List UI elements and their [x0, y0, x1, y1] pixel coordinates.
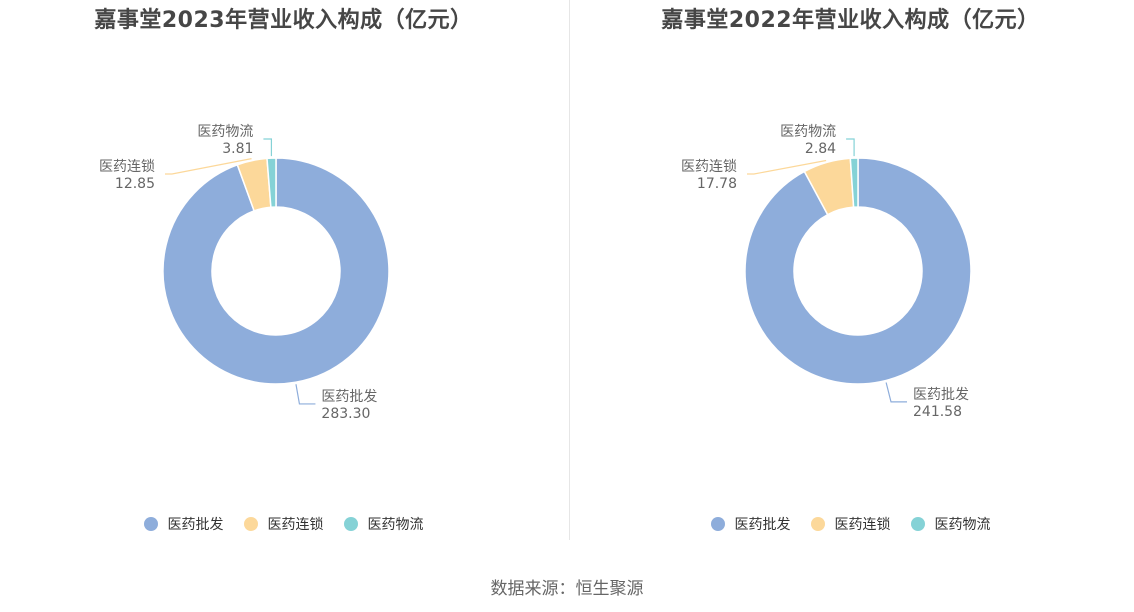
chart-panel-2022: 嘉事堂2022年营业收入构成（亿元） 医药批发 241.58 医药连锁 17.78 医药… [567, 0, 1134, 560]
label-leader-line-wholesale [885, 382, 908, 403]
legend-marker [810, 517, 825, 531]
chart-panel-2023: 嘉事堂2023年营业收入构成（亿元） 医药批发 283.30 医药连锁 12.85 医药… [0, 0, 567, 560]
slice-value-logistics: 3.81 [222, 141, 253, 157]
legend-label: 医药批发 [167, 517, 224, 533]
slice-value-chain: 17.78 [697, 176, 737, 192]
chart-legend: 医药批发 医药连锁 医药物流 [0, 514, 567, 534]
legend-marker [343, 517, 358, 531]
legend-marker [143, 517, 158, 531]
label-leader-line-chain [165, 158, 252, 175]
chart-title: 嘉事堂2023年营业收入构成（亿元） [94, 8, 473, 33]
legend-item-wholesale[interactable]: 医药批发 [143, 514, 224, 534]
label-leader-line-logistics [846, 138, 855, 157]
label-leader-line-logistics [263, 138, 273, 157]
legend-item-wholesale[interactable]: 医药批发 [710, 514, 791, 534]
slice-label-chain: 医药连锁 [99, 159, 155, 175]
chart-title: 嘉事堂2022年营业收入构成（亿元） [661, 8, 1040, 33]
slice-label-wholesale: 医药批发 [913, 387, 969, 403]
pie-slice-wholesale[interactable] [162, 157, 390, 385]
legend-label: 医药连锁 [834, 517, 891, 533]
slice-label-logistics: 医药物流 [780, 124, 836, 140]
legend-item-chain[interactable]: 医药连锁 [810, 514, 891, 534]
slice-label-wholesale: 医药批发 [321, 389, 377, 405]
legend-item-logistics[interactable]: 医药物流 [910, 514, 991, 534]
legend-item-chain[interactable]: 医药连锁 [243, 514, 324, 534]
legend-marker [910, 517, 925, 531]
pie-slice-logistics[interactable] [266, 157, 277, 209]
label-leader-line-chain [747, 159, 827, 175]
slice-label-chain: 医药连锁 [681, 159, 737, 175]
legend-label: 医药物流 [367, 517, 424, 533]
legend-label: 医药连锁 [267, 517, 324, 533]
slice-value-wholesale: 241.58 [913, 404, 962, 420]
panel-divider [569, 0, 570, 540]
chart-legend: 医药批发 医药连锁 医药物流 [567, 514, 1134, 534]
slice-label-logistics: 医药物流 [197, 124, 253, 140]
legend-item-logistics[interactable]: 医药物流 [343, 514, 424, 534]
data-source: 数据来源：恒生聚源 [490, 579, 644, 599]
slice-value-wholesale: 283.30 [321, 406, 370, 422]
pie-slice-logistics[interactable] [849, 157, 859, 208]
legend-label: 医药批发 [734, 517, 791, 533]
slice-value-chain: 12.85 [115, 176, 155, 192]
label-leader-line-wholesale [295, 384, 316, 405]
slice-value-logistics: 2.84 [805, 141, 836, 157]
legend-label: 医药物流 [934, 517, 991, 533]
legend-marker [243, 517, 258, 531]
legend-marker [710, 517, 725, 531]
pie-slice-wholesale[interactable] [744, 157, 972, 385]
